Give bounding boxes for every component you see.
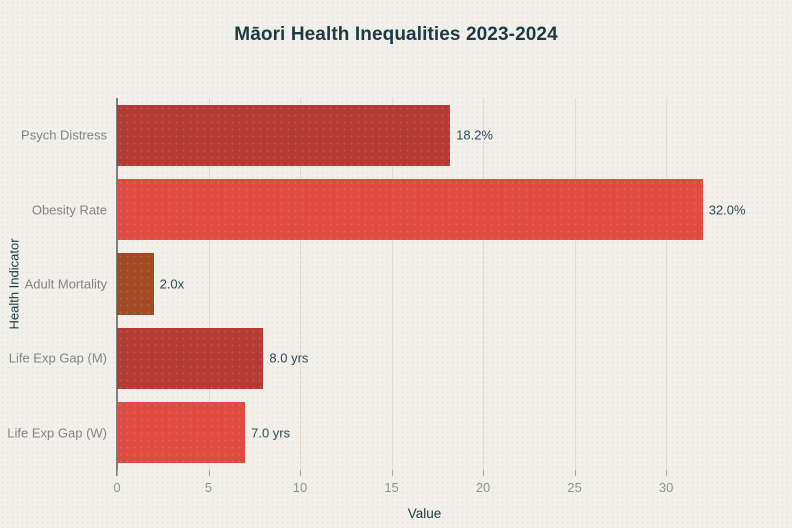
- x-tick-label-5: 5: [204, 480, 213, 495]
- x-tick-label-20: 20: [475, 480, 491, 495]
- chart-title: Māori Health Inequalities 2023-2024: [234, 24, 558, 45]
- x-tick-mark-5: [208, 470, 210, 476]
- category-label: Life Exp Gap (W): [7, 425, 107, 441]
- gridline-x-10: [300, 98, 302, 470]
- bar-value-label: 2.0x: [159, 276, 185, 292]
- gridline-x-5: [208, 98, 210, 470]
- category-label: Psych Distress: [21, 127, 107, 143]
- x-axis-title: Value: [407, 506, 442, 521]
- gridline-x-20: [483, 98, 485, 470]
- x-tick-mark-15: [391, 470, 393, 476]
- gridline-x-25: [574, 98, 576, 470]
- x-tick-label-30: 30: [658, 480, 674, 495]
- category-label: Life Exp Gap (M): [8, 350, 107, 366]
- bar-obesity-rate: [117, 178, 703, 241]
- bar-value-label: 32.0%: [708, 202, 746, 218]
- x-tick-mark-20: [483, 470, 485, 476]
- category-label: Adult Mortality: [24, 276, 107, 292]
- category-axis: Psych Distress Obesity Rate Adult Mortalit…: [0, 98, 107, 470]
- bar-psych-distress: [117, 104, 451, 166]
- category-label: Obesity Rate: [31, 202, 107, 218]
- bar-life-exp-gap-m: [117, 327, 264, 390]
- x-tick-label-15: 15: [384, 480, 399, 495]
- x-tick-mark-10: [300, 470, 302, 476]
- gridline-x-30: [666, 98, 668, 470]
- bar-value-label: 8.0 yrs: [269, 350, 309, 366]
- gridline-x-15: [391, 98, 393, 470]
- plot-area: 0 5 10 15 20 25 30 18.2% 32.0% 2.0x 8.0 yrs 7.0 yrs: [113, 98, 746, 495]
- x-tick-label-25: 25: [567, 480, 582, 495]
- bar-value-label: 18.2%: [456, 127, 493, 143]
- x-tick-mark-30: [666, 470, 668, 476]
- bar-adult-mortality: [117, 253, 154, 315]
- bar-value-label: 7.0 yrs: [251, 425, 291, 441]
- x-tick-mark-0: [117, 470, 118, 476]
- x-tick-label-0: 0: [113, 480, 121, 495]
- bar-life-exp-gap-w: [117, 402, 246, 464]
- x-tick-mark-25: [574, 470, 576, 476]
- x-tick-label-10: 10: [292, 480, 308, 495]
